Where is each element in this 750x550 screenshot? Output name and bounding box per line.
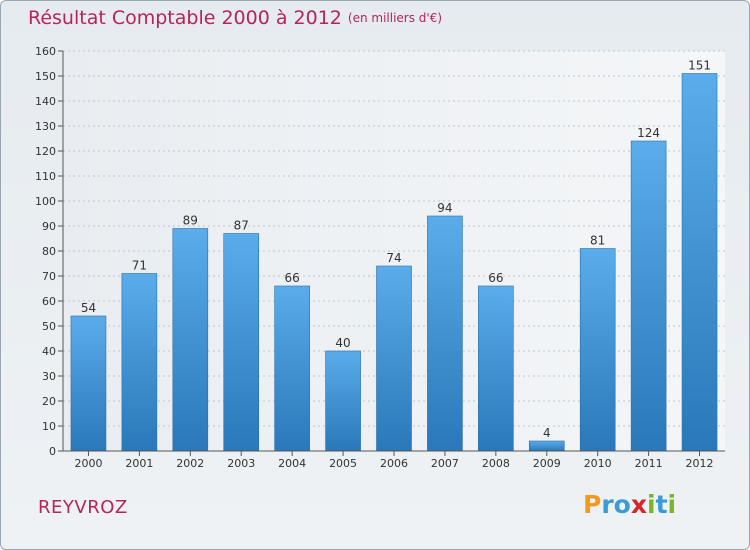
value-label-2005: 40 xyxy=(335,336,350,350)
y-tick-label: 80 xyxy=(42,245,56,258)
value-label-2007: 94 xyxy=(437,201,452,215)
y-tick-label: 110 xyxy=(35,170,56,183)
logo-letter: t xyxy=(655,490,668,519)
logo-letter: o xyxy=(613,490,631,519)
y-tick-label: 0 xyxy=(49,445,56,458)
bar-2000[interactable] xyxy=(70,315,107,452)
bar-2002[interactable] xyxy=(172,228,209,452)
y-tick-label: 10 xyxy=(42,420,56,433)
value-label-2002: 89 xyxy=(183,214,198,228)
value-label-2006: 74 xyxy=(386,251,401,265)
bar-2012[interactable] xyxy=(681,73,718,452)
bar-2006[interactable] xyxy=(376,265,412,452)
y-tick-label: 150 xyxy=(35,70,56,83)
value-label-2011: 124 xyxy=(637,126,660,140)
bar-2007[interactable] xyxy=(427,215,463,452)
x-tick-label-2010: 2010 xyxy=(584,457,612,470)
value-label-2012: 151 xyxy=(688,59,711,73)
chart-subtitle: (en milliers d'€) xyxy=(347,11,443,25)
y-tick-label: 20 xyxy=(42,395,56,408)
value-label-2010: 81 xyxy=(590,234,605,248)
bar-2009[interactable] xyxy=(528,440,565,452)
y-tick-label: 130 xyxy=(35,120,56,133)
y-tick-label: 40 xyxy=(42,345,56,358)
x-tick-label-2008: 2008 xyxy=(482,457,510,470)
commune-name: REYVROZ xyxy=(38,497,128,518)
bar-2005[interactable] xyxy=(325,350,361,452)
y-tick-label: 140 xyxy=(35,95,56,108)
x-tick-label-2012: 2012 xyxy=(686,457,714,470)
y-tick-label: 100 xyxy=(35,195,56,208)
bar-2001[interactable] xyxy=(121,273,158,452)
x-tick-label-2002: 2002 xyxy=(176,457,204,470)
y-tick-label: 90 xyxy=(42,220,56,233)
x-tick-label-2007: 2007 xyxy=(431,457,459,470)
bar-2010[interactable] xyxy=(579,248,616,452)
bar-2011[interactable] xyxy=(630,140,667,452)
chart-title-text: Résultat Comptable 2000 à 2012 xyxy=(28,7,342,29)
value-label-2000: 54 xyxy=(81,301,96,315)
y-tick-label: 30 xyxy=(42,370,56,383)
logo-letter: r xyxy=(601,490,614,519)
bar-2003[interactable] xyxy=(223,233,260,452)
value-label-2003: 87 xyxy=(234,219,249,233)
bar-2008[interactable] xyxy=(478,285,514,452)
x-tick-label-2005: 2005 xyxy=(329,457,357,470)
bar-2004[interactable] xyxy=(274,285,310,452)
value-label-2008: 66 xyxy=(488,271,503,285)
x-tick-label-2004: 2004 xyxy=(278,457,306,470)
y-tick-label: 160 xyxy=(35,45,56,58)
value-label-2009: 4 xyxy=(543,426,551,440)
x-tick-label-2001: 2001 xyxy=(125,457,153,470)
logo-letter: x xyxy=(630,490,647,519)
x-tick-label-2006: 2006 xyxy=(380,457,408,470)
logo-letter: P xyxy=(583,490,602,519)
x-tick-label-2009: 2009 xyxy=(533,457,561,470)
y-tick-label: 50 xyxy=(42,320,56,333)
chart-title: Résultat Comptable 2000 à 2012 (en millie… xyxy=(28,7,442,29)
y-tick-label: 120 xyxy=(35,145,56,158)
x-tick-label-2011: 2011 xyxy=(635,457,663,470)
y-tick-label: 60 xyxy=(42,295,56,308)
logo-letter: i xyxy=(667,490,677,519)
logo-letter: i xyxy=(647,490,656,519)
y-tick-label: 70 xyxy=(42,270,56,283)
proxiti-logo[interactable]: Proxiti xyxy=(583,490,676,519)
x-tick-label-2003: 2003 xyxy=(227,457,255,470)
value-label-2001: 71 xyxy=(132,259,147,273)
value-label-2004: 66 xyxy=(285,271,300,285)
x-tick-label-2000: 2000 xyxy=(74,457,102,470)
